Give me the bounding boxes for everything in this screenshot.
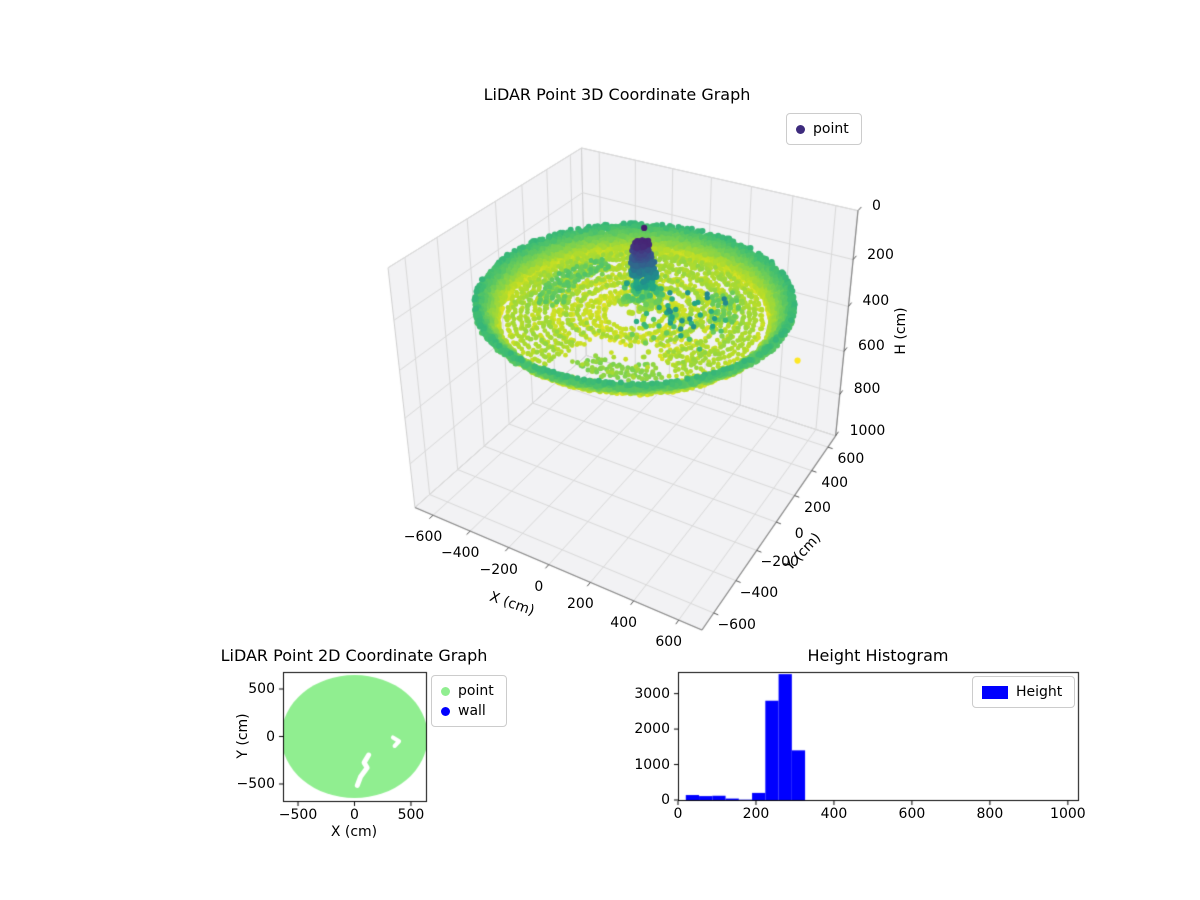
wall-marker-icon (441, 706, 450, 716)
histogram-x-tick-label: 0 (673, 806, 683, 822)
plot3d-x-tick-label: −600 (403, 529, 443, 546)
histogram-x-tick-label: 600 (898, 806, 926, 822)
legend-item-wall: wall (441, 701, 494, 721)
plot3d-y-tick-label: 400 (821, 474, 849, 491)
histogram-x-tick-label: 400 (820, 806, 848, 822)
legend-label-height: Height (1016, 684, 1063, 700)
legend-item-point: point (441, 681, 494, 701)
legend-label-point: point (458, 683, 494, 699)
plot2d-x-tick-label: −500 (278, 807, 318, 823)
plot3d-h-tick-label: 0 (872, 197, 881, 214)
plot2d-x-tick-label: 0 (350, 807, 359, 823)
plot3d-x-tick-label: 200 (567, 596, 594, 613)
plot3d-legend: point (786, 113, 862, 145)
point-marker-icon (441, 686, 450, 696)
plot3d-h-tick-label: 200 (867, 246, 894, 263)
plot2d-title: LiDAR Point 2D Coordinate Graph (220, 646, 488, 665)
plot3d-y-tick-label: −200 (760, 554, 799, 571)
height-swatch-icon (982, 685, 1008, 699)
plot3d-h-tick-label: 1000 (849, 422, 886, 439)
plot3d-y-tick-label: −400 (739, 584, 779, 601)
histogram-y-tick-label: 3000 (634, 685, 670, 702)
plot3d-y-tick-label: 200 (804, 499, 831, 516)
plot3d-x-tick-label: 0 (534, 578, 544, 595)
histogram-legend: Height (972, 676, 1076, 708)
plot3d-h-tick-label: 600 (858, 338, 885, 355)
plot3d-y-tick-label: 0 (794, 526, 804, 543)
plot3d-x-tick-label: −200 (479, 561, 518, 578)
histogram-y-tick-label: 0 (661, 792, 670, 808)
point-marker-icon (796, 124, 805, 134)
histogram-x-tick-label: 1000 (1050, 806, 1086, 822)
plot3d-h-tick-label: 400 (862, 293, 890, 310)
plot2d-y-tick-label: 0 (266, 728, 275, 745)
histogram-y-tick-label: 1000 (634, 756, 670, 773)
legend-item-point: point (796, 119, 849, 139)
plot3d-x-tick-label: 400 (610, 614, 638, 631)
plot2d-x-axis-label: X (cm) (330, 824, 378, 840)
histogram-title: Height Histogram (807, 646, 949, 665)
plot3d-x-tick-label: 600 (655, 634, 683, 651)
plot3d-x-tick-label: −400 (440, 545, 480, 562)
histogram-x-tick-label: 800 (976, 806, 1004, 822)
plot2d-legend: point wall (431, 675, 507, 727)
plot3d-title: LiDAR Point 3D Coordinate Graph (483, 85, 751, 104)
plot2d-y-tick-label: 500 (248, 681, 275, 697)
legend-label-point: point (813, 121, 849, 137)
plot3d-h-tick-label: 800 (853, 381, 881, 398)
histogram-x-tick-label: 200 (742, 806, 770, 822)
plot2d-y-axis-label: Y (cm) (235, 713, 251, 759)
plot2d-y-tick-label: −500 (236, 775, 275, 792)
legend-item-height: Height (982, 682, 1062, 702)
legend-label-wall: wall (458, 703, 486, 719)
plot3d-y-tick-label: −600 (717, 616, 756, 633)
histogram-y-tick-label: 2000 (634, 721, 670, 738)
plot2d-x-tick-label: 500 (397, 807, 425, 823)
plot3d-h-axis-label: H (cm) (893, 307, 909, 355)
plot3d-y-tick-label: 600 (837, 451, 865, 468)
